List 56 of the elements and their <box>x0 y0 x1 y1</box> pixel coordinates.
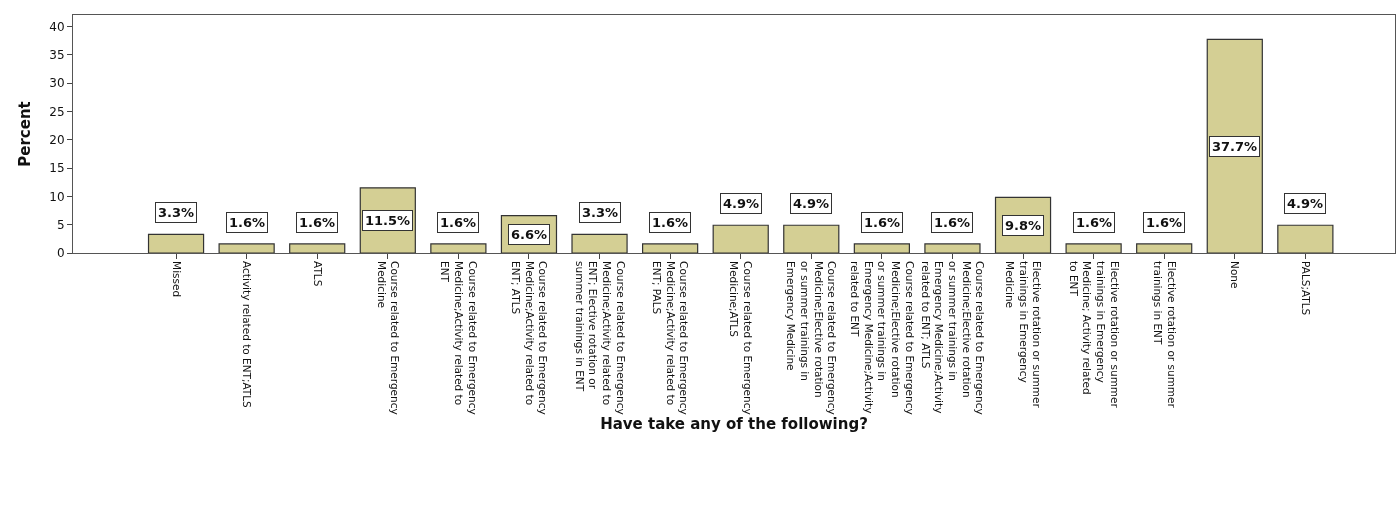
y-tick-label: 10 <box>49 189 65 204</box>
bar <box>1136 243 1193 253</box>
bar <box>642 243 699 253</box>
bar <box>147 233 205 253</box>
y-tick-label: 40 <box>49 19 65 34</box>
data-label: 1.6% <box>1076 215 1113 230</box>
x-tick-label: ATLS <box>311 261 324 287</box>
x-tick-label: None <box>1229 261 1242 289</box>
bar <box>1206 38 1263 253</box>
data-label: 1.6% <box>864 215 901 230</box>
y-tick-label: 25 <box>49 104 65 119</box>
data-label: 9.8% <box>1005 218 1042 233</box>
y-tick-label: 20 <box>49 132 65 147</box>
x-tick-label: Course related to Emergency Medicine;Elective rotation or summer trainings in Emergency Medicine <box>785 261 839 415</box>
data-label: 1.6% <box>299 215 336 230</box>
x-tick-label: Activity related to ENT;ATLS <box>241 261 254 409</box>
x-tick-label: Course related to Emergency Medicine;Activity related to ENT; ATLS <box>509 261 550 415</box>
data-label: 1.6% <box>229 215 266 230</box>
bar <box>571 233 628 253</box>
x-tick-label: Elective rotation or summer trainings in Emergency Medicine; Activity related to ENT <box>1067 261 1121 409</box>
bar <box>1277 224 1334 253</box>
bar <box>1065 243 1122 253</box>
data-label: 1.6% <box>934 215 971 230</box>
data-label: 1.6% <box>1146 215 1183 230</box>
x-axis-title: Have take any of the following? <box>600 414 868 433</box>
data-label: 1.6% <box>652 215 689 230</box>
y-tick-label: 5 <box>56 217 65 232</box>
x-tick-label: PALS;ATLS <box>1299 261 1312 316</box>
data-label: 4.9% <box>723 196 760 211</box>
y-tick-label: 35 <box>49 47 65 62</box>
data-label: 37.7% <box>1212 139 1258 154</box>
x-tick-label: Missed <box>170 261 183 298</box>
bar <box>289 243 346 253</box>
data-label: 6.6% <box>511 227 548 242</box>
data-label: 4.9% <box>1287 196 1324 211</box>
y-axis-title: Percent <box>15 101 34 167</box>
data-label: 3.3% <box>582 205 619 220</box>
bar <box>712 224 769 253</box>
y-tick-label: 15 <box>49 161 65 176</box>
bar <box>783 224 840 253</box>
bar <box>430 243 487 253</box>
y-tick-label: 0 <box>56 246 65 261</box>
x-tick-label: Course related to Emergency Medicine;Activity related to ENT; PALS <box>651 261 691 415</box>
data-label: 1.6% <box>440 215 477 230</box>
x-tick-label: Elective rotation or summer trainings in Emergency Medicine <box>1003 261 1044 409</box>
data-label: 4.9% <box>793 196 830 211</box>
bar <box>853 243 910 253</box>
bar <box>218 243 275 253</box>
y-tick-label: 30 <box>49 76 65 91</box>
data-label: 3.3% <box>158 205 195 220</box>
x-tick-label: Course related to Emergency Medicine;ATLS <box>728 261 755 415</box>
data-label: 11.5% <box>365 213 411 228</box>
x-tick-label: Course related to Emergency Medicine;Activity related to ENT; Elective rotation or summer trainings in ENT <box>573 261 627 415</box>
bar <box>924 243 981 253</box>
x-tick-label: Course related to Emergency Medicine <box>375 261 402 415</box>
x-tick-label: Course related to Emergency Medicine;Activity related to ENT <box>439 261 479 415</box>
